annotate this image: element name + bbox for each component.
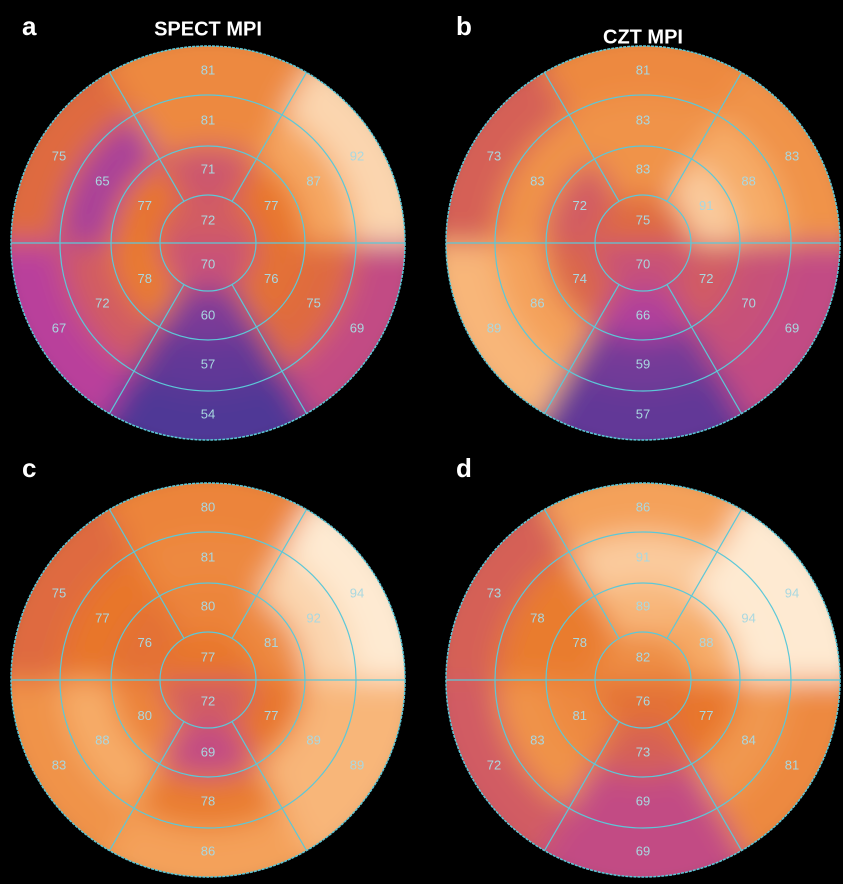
- segment-value: 54: [201, 406, 215, 421]
- panel-label: c: [22, 453, 36, 483]
- segment-value: 78: [138, 271, 152, 286]
- segment-value: 89: [306, 732, 320, 747]
- segment-value: 59: [636, 356, 650, 371]
- segment-value: 81: [264, 635, 278, 650]
- segment-value: 78: [573, 635, 587, 650]
- segment-value: 77: [201, 649, 215, 664]
- segment-value: 76: [264, 271, 278, 286]
- segment-value: 72: [487, 757, 501, 772]
- segment-value: 72: [699, 271, 713, 286]
- segment-value: 70: [636, 256, 650, 271]
- segment-value: 75: [52, 148, 66, 163]
- segment-value: 67: [52, 320, 66, 335]
- segment-value: 83: [785, 148, 799, 163]
- segment-value: 81: [201, 112, 215, 127]
- segment-value: 71: [201, 161, 215, 176]
- segment-value: 60: [201, 307, 215, 322]
- segment-value: 91: [699, 198, 713, 213]
- segment-value: 88: [95, 732, 109, 747]
- segment-value: 81: [201, 549, 215, 564]
- segment-value: 89: [350, 757, 364, 772]
- segment-value: 75: [636, 212, 650, 227]
- panel-label: b: [456, 11, 472, 41]
- segment-value: 69: [636, 793, 650, 808]
- segment-value: 84: [741, 732, 755, 747]
- segment-value: 78: [201, 793, 215, 808]
- segment-value: 74: [573, 271, 587, 286]
- segment-value: 83: [530, 173, 544, 188]
- segment-value: 81: [201, 62, 215, 77]
- segment-value: 89: [636, 598, 650, 613]
- segment-value: 72: [201, 693, 215, 708]
- segment-value: 88: [699, 635, 713, 650]
- segment-value: 81: [785, 757, 799, 772]
- segment-value: 57: [636, 406, 650, 421]
- segment-value: 94: [350, 585, 364, 600]
- panel-title: SPECT MPI: [154, 18, 262, 40]
- panel-title: CZT MPI: [603, 26, 683, 48]
- segment-value: 77: [264, 708, 278, 723]
- segment-value: 73: [487, 148, 501, 163]
- segment-value: 76: [138, 635, 152, 650]
- segment-value: 69: [350, 320, 364, 335]
- segment-value: 80: [201, 598, 215, 613]
- segment-value: 77: [95, 610, 109, 625]
- segment-value: 89: [487, 320, 501, 335]
- segment-value: 88: [741, 173, 755, 188]
- segment-value: 78: [530, 610, 544, 625]
- segment-value: 75: [306, 295, 320, 310]
- panel-label: a: [22, 11, 37, 41]
- segment-value: 76: [636, 693, 650, 708]
- figure: 71 77 78 60 76 77 81 65 72 57 75 87 81 75 67 54 69 92 72 70…: [0, 0, 843, 879]
- segment-value: 80: [201, 499, 215, 514]
- segment-value: 81: [573, 708, 587, 723]
- segment-value: 73: [636, 744, 650, 759]
- segment-value: 91: [636, 549, 650, 564]
- segment-value: 69: [785, 320, 799, 335]
- segment-value: 86: [530, 295, 544, 310]
- segment-value: 86: [201, 843, 215, 858]
- segment-value: 83: [636, 161, 650, 176]
- segment-value: 81: [636, 62, 650, 77]
- segment-value: 83: [52, 757, 66, 772]
- segment-value: 72: [95, 295, 109, 310]
- segment-value: 69: [636, 843, 650, 858]
- segment-value: 83: [530, 732, 544, 747]
- segment-value: 73: [487, 585, 501, 600]
- segment-value: 94: [741, 610, 755, 625]
- segment-value: 82: [636, 649, 650, 664]
- segment-value: 75: [52, 585, 66, 600]
- segment-value: 77: [699, 708, 713, 723]
- segment-value: 57: [201, 356, 215, 371]
- segment-value: 77: [138, 198, 152, 213]
- segment-value: 70: [201, 256, 215, 271]
- segment-value: 72: [573, 198, 587, 213]
- segment-value: 72: [201, 212, 215, 227]
- segment-value: 87: [306, 173, 320, 188]
- segment-value: 66: [636, 307, 650, 322]
- segment-value: 92: [350, 148, 364, 163]
- segment-value: 83: [636, 112, 650, 127]
- segment-value: 86: [636, 499, 650, 514]
- segment-value: 94: [785, 585, 799, 600]
- segment-value: 70: [741, 295, 755, 310]
- segment-value: 65: [95, 173, 109, 188]
- segment-value: 69: [201, 744, 215, 759]
- segment-value: 80: [138, 708, 152, 723]
- panel-label: d: [456, 453, 472, 483]
- segment-value: 92: [306, 610, 320, 625]
- segment-value: 77: [264, 198, 278, 213]
